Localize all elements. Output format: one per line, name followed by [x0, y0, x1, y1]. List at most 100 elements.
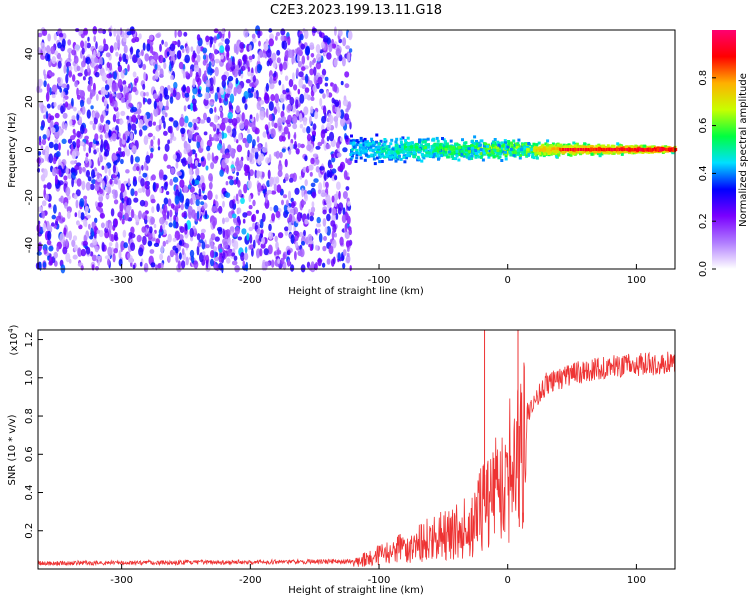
- spectrogram-cell: [249, 152, 253, 163]
- spectrogram-cell: [335, 48, 341, 57]
- spectrogram-cell: [535, 156, 539, 160]
- spectrogram-cell: [543, 152, 547, 156]
- spectrogram-cell: [272, 60, 277, 69]
- spectrogram-cell: [143, 92, 146, 97]
- spectrogram-cell: [287, 114, 293, 123]
- spectrogram-cell: [427, 143, 430, 147]
- spectrogram-cell: [212, 156, 218, 164]
- spectrogram-cell: [76, 87, 79, 97]
- spectrogram-cell: [427, 151, 431, 155]
- spectrogram-cell: [451, 157, 455, 160]
- spectrogram-cell: [531, 155, 534, 159]
- spectrogram-cell: [81, 105, 86, 115]
- spectrogram-cell: [233, 179, 237, 185]
- spectrogram-cell: [84, 135, 89, 140]
- spectrogram-cell: [560, 145, 564, 149]
- spectrogram-cell: [240, 251, 245, 262]
- spectrogram-cell: [83, 27, 89, 36]
- spectrogram-cell: [374, 145, 378, 149]
- spectrogram-cell: [273, 205, 279, 213]
- spectrogram-cell: [227, 111, 233, 120]
- spectrogram-cell: [275, 35, 278, 41]
- spectrogram-cell: [82, 240, 89, 247]
- spectrogram-cell: [76, 94, 81, 100]
- spectrogram-cell: [174, 205, 179, 213]
- spectrogram-cell: [231, 128, 237, 138]
- spectrogram-cell: [403, 144, 407, 147]
- spectrogram-cell: [74, 160, 78, 165]
- spectrogram-cell: [438, 148, 441, 151]
- spectrogram-cell: [229, 226, 235, 234]
- spectrogram-cell: [213, 114, 219, 123]
- spectrogram-cell: [399, 141, 403, 144]
- spectrogram-cell: [616, 142, 620, 146]
- spectrogram-cell: [269, 206, 273, 211]
- spectrogram-cell: [240, 65, 246, 71]
- spectrogram-cell: [132, 145, 137, 154]
- spectrogram-cell: [510, 144, 514, 147]
- spectrogram-cell: [84, 40, 88, 49]
- spectrogram-cell: [177, 30, 183, 38]
- spectrogram-cell: [544, 142, 548, 146]
- spectrogram-cell: [251, 38, 257, 43]
- spectrogram-cell: [342, 37, 347, 47]
- spectrogram-cell: [118, 179, 122, 190]
- spectrogram-cell: [210, 162, 215, 170]
- spectrogram-cell: [41, 138, 47, 146]
- spectrogram-cell: [80, 265, 84, 271]
- spectrogram-cell: [322, 93, 326, 99]
- spectrogram-cell: [136, 234, 142, 243]
- spectrogram-cell: [117, 78, 123, 89]
- spectrogram-cell: [94, 217, 98, 224]
- spectrogram-cell: [349, 121, 352, 130]
- spectrogram-cell: [210, 36, 214, 45]
- spectrogram-cell: [189, 249, 195, 258]
- spectrogram-cell: [214, 106, 217, 113]
- spectrogram-cell: [130, 261, 133, 268]
- spectrogram-cell: [166, 210, 170, 220]
- spectrogram-cell: [89, 77, 93, 87]
- spectrogram-cell: [262, 146, 268, 153]
- spectrogram-cell: [468, 150, 472, 153]
- spectrogram-cell: [203, 254, 206, 261]
- spectrogram-cell: [439, 146, 443, 149]
- spectrogram-cell: [392, 156, 396, 160]
- spectrogram-cell: [163, 197, 169, 205]
- spectrogram-cell: [281, 116, 287, 123]
- spectrogram-cell: [99, 56, 103, 67]
- spectrogram-cell: [236, 171, 240, 176]
- spectrogram-cell: [173, 120, 179, 128]
- spectrogram-cell: [65, 238, 69, 247]
- spectrogram-cell: [115, 153, 121, 163]
- spectrogram-cell: [297, 143, 302, 148]
- spectrogram-cell: [275, 241, 279, 250]
- spectrogram-cell: [199, 252, 204, 263]
- spectrogram-cell: [167, 84, 171, 91]
- spectrogram-cell: [355, 153, 359, 157]
- spectrogram-cell: [342, 207, 346, 216]
- spectrogram-cell: [169, 249, 175, 258]
- spectrogram-cell: [281, 199, 284, 206]
- spectrogram-cell: [351, 151, 355, 155]
- spectrogram-cell: [386, 148, 390, 152]
- spectrogram-cell: [187, 184, 192, 190]
- spectrogram-cell: [156, 203, 160, 213]
- spectrogram-cell: [80, 99, 85, 108]
- spectrogram-cell: [213, 205, 217, 212]
- spectrogram-cell: [131, 38, 137, 43]
- spectrogram-cell: [112, 155, 118, 161]
- spectrogram-cell: [311, 201, 315, 208]
- spectrogram-cell: [252, 75, 256, 83]
- spectrogram-cell: [462, 145, 466, 148]
- spectrogram-cell: [563, 146, 567, 150]
- spectrogram-cell: [134, 190, 138, 197]
- spectrogram-cell: [145, 154, 151, 164]
- spectrogram-cell: [292, 115, 298, 125]
- spectrogram-cell: [179, 179, 185, 189]
- spectrogram-cell: [177, 260, 181, 269]
- spectrogram-cell: [94, 184, 100, 192]
- spectrogram-cell: [359, 156, 363, 160]
- spectrogram-cell: [93, 149, 97, 155]
- spectrogram-cell: [248, 44, 252, 51]
- spectrogram-cell: [218, 107, 222, 112]
